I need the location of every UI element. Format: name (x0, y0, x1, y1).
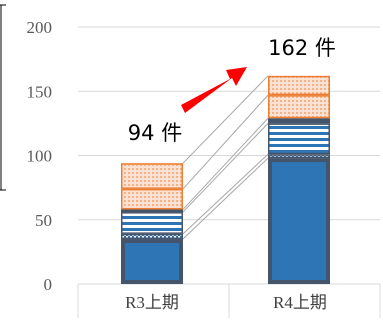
connector-line (182, 117, 269, 210)
bar-segment (268, 158, 330, 285)
y-tick-label: 100 (27, 147, 53, 166)
bar-segment (121, 163, 183, 189)
y-tick-label: 150 (27, 82, 53, 101)
bar-segment (268, 123, 330, 155)
bar-segment (121, 188, 183, 210)
bar-segment (268, 118, 330, 124)
x-tick-label: R3上期 (125, 293, 179, 312)
connector-line (182, 123, 269, 213)
bar-segment (121, 239, 183, 284)
connector-line (182, 75, 269, 164)
bar-segment (121, 209, 183, 213)
bar-segment (268, 154, 330, 159)
connector-line (182, 157, 269, 240)
connector-line (182, 94, 269, 190)
y-tick-label: 50 (35, 211, 52, 230)
y-tick-label: 200 (27, 18, 53, 37)
x-tick-label: R4上期 (273, 293, 327, 312)
bar-segment (268, 75, 330, 96)
total-label: 94 件 (128, 121, 182, 145)
bar-segment (121, 233, 183, 240)
bar-segment (268, 95, 330, 119)
trend-arrow (181, 67, 247, 113)
connector-line (182, 153, 269, 235)
bar-segment (121, 212, 183, 234)
total-label: 162 件 (268, 36, 336, 60)
y-tick-label: 0 (44, 275, 53, 294)
